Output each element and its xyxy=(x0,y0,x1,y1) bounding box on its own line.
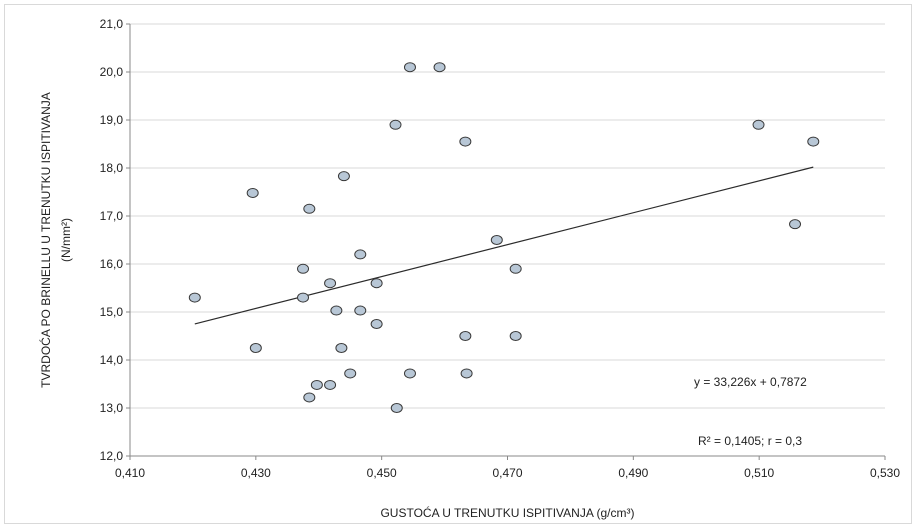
data-point xyxy=(297,263,310,274)
data-point xyxy=(324,278,337,289)
data-points xyxy=(188,62,820,413)
data-point xyxy=(403,368,416,379)
data-point xyxy=(324,379,337,390)
data-point xyxy=(344,368,357,379)
data-point xyxy=(752,119,765,130)
data-point xyxy=(297,292,310,303)
y-tick-label: 20,0 xyxy=(100,65,124,79)
y-tick-label: 16,0 xyxy=(100,257,124,271)
x-tick-label: 0,490 xyxy=(618,466,648,480)
data-point xyxy=(390,403,403,413)
data-point xyxy=(303,392,316,403)
data-point xyxy=(330,305,343,316)
y-tick-label: 17,0 xyxy=(100,209,124,223)
data-point xyxy=(337,171,350,182)
data-point xyxy=(509,331,522,341)
y-tick-label: 14,0 xyxy=(100,353,124,367)
y-tick-label: 21,0 xyxy=(100,17,124,31)
data-point xyxy=(459,136,472,147)
data-point xyxy=(807,136,820,147)
data-point xyxy=(354,249,367,260)
y-tick-label: 12,0 xyxy=(100,449,124,463)
y-tick-label: 13,0 xyxy=(100,401,124,415)
data-point xyxy=(188,292,201,303)
data-point xyxy=(389,119,402,130)
y-tick-labels: 12,0 13,0 14,0 15,0 16,0 17,0 18,0 19,0 20,0 21,0 xyxy=(100,17,130,463)
data-point xyxy=(460,368,473,379)
data-point xyxy=(789,219,802,230)
data-point xyxy=(509,263,522,274)
y-tick-label: 15,0 xyxy=(100,305,124,319)
data-point xyxy=(459,331,472,341)
x-tick-label: 0,510 xyxy=(744,466,774,480)
data-point xyxy=(246,187,259,198)
grid-lines xyxy=(130,23,885,409)
data-point xyxy=(370,319,383,329)
x-tick-label: 0,470 xyxy=(492,466,522,480)
data-point xyxy=(370,278,383,289)
y-axis-title-line2: (N/mm²) xyxy=(59,218,73,262)
data-point xyxy=(249,343,262,353)
trendline xyxy=(194,166,814,325)
data-point xyxy=(310,379,323,390)
r-squared-label: R² = 0,1405; r = 0,3 xyxy=(698,434,802,448)
x-axis-title: GUSTOĆA U TRENUTKU ISPITIVANJA (g/cm³) xyxy=(380,505,634,520)
data-point xyxy=(303,203,316,214)
x-tick-label: 0,410 xyxy=(115,466,145,480)
data-point xyxy=(403,62,416,73)
data-point xyxy=(335,343,348,353)
x-tick-labels: 0,410 0,430 0,450 0,470 0,490 0,510 0,530 xyxy=(115,456,900,480)
x-tick-label: 0,430 xyxy=(241,466,271,480)
data-point xyxy=(433,62,446,73)
data-point xyxy=(490,235,503,245)
data-point xyxy=(354,305,367,316)
y-tick-label: 19,0 xyxy=(100,113,124,127)
x-tick-label: 0,450 xyxy=(367,466,397,480)
y-axis-title-line1: TVRDOĆA PO BRINELLU U TRENUTKU ISPITIVAN… xyxy=(38,92,53,388)
equation-label: y = 33,226x + 0,7872 xyxy=(694,375,807,389)
y-tick-label: 18,0 xyxy=(100,161,124,175)
x-tick-label: 0,530 xyxy=(870,466,900,480)
